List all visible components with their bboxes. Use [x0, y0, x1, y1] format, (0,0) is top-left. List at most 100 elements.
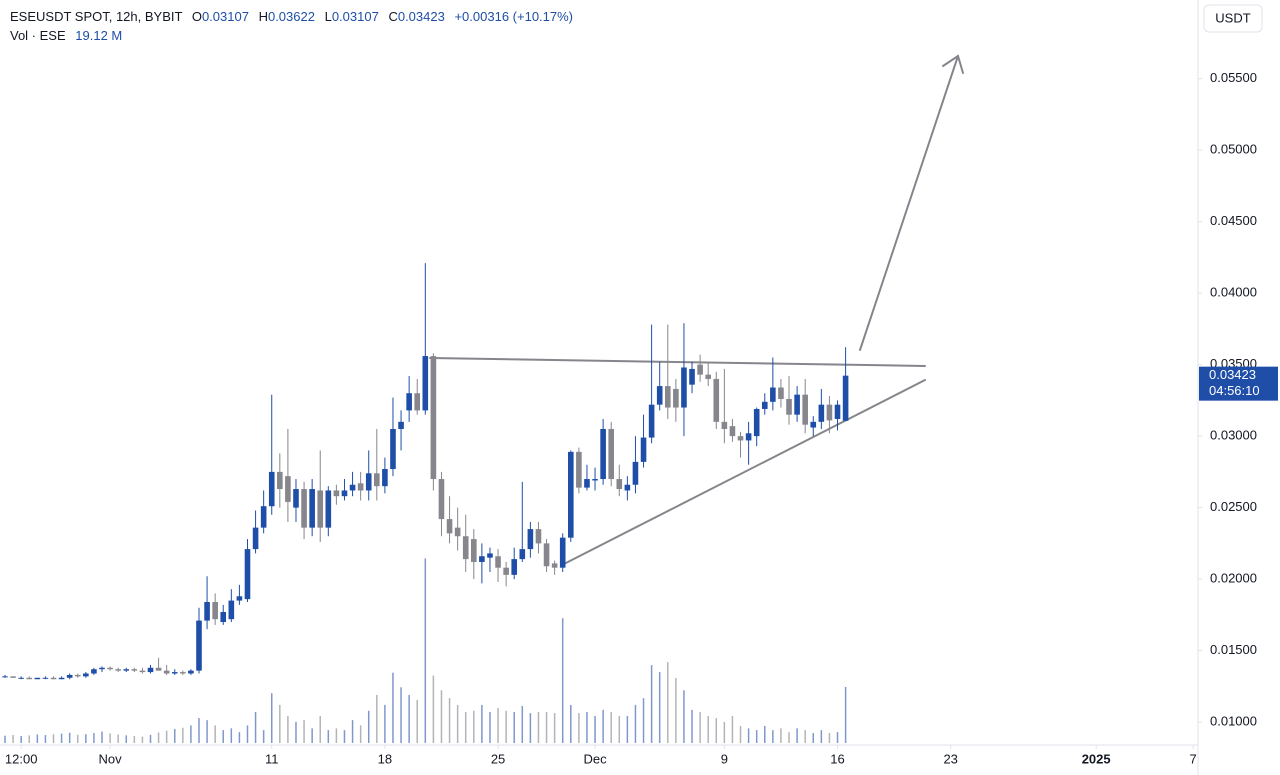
candle-body: [543, 543, 550, 567]
candle-body: [826, 404, 833, 421]
volume-bar: [602, 709, 604, 743]
volume-bar: [287, 716, 289, 743]
volume-bar: [351, 720, 354, 743]
volume-bar: [707, 716, 709, 743]
x-tick-label: Dec: [583, 751, 607, 766]
volume-bar: [828, 733, 831, 743]
volume-bar: [384, 704, 386, 743]
candle-body: [180, 672, 186, 674]
candle-body: [123, 669, 130, 671]
volume-bar: [553, 713, 556, 743]
candle-body: [374, 473, 380, 487]
candle-body: [18, 677, 24, 679]
candle-body: [365, 473, 372, 491]
candle-body: [10, 676, 16, 678]
volume-bar: [626, 716, 629, 743]
currency-label[interactable]: USDT: [1215, 10, 1250, 25]
candle-body: [640, 437, 647, 462]
volume-bar: [561, 618, 564, 743]
volume-bar: [149, 734, 152, 743]
candle-body: [745, 433, 752, 441]
candle-body: [519, 549, 526, 560]
volume-bar: [650, 665, 653, 743]
candle-body: [673, 388, 679, 408]
candle-body: [454, 527, 461, 537]
volume-bar: [497, 707, 499, 743]
candle-body: [446, 519, 453, 534]
candle-body: [252, 527, 259, 550]
volume-bar: [691, 709, 693, 743]
volume-bar: [60, 733, 63, 743]
volume-bar: [537, 711, 540, 743]
candle-body: [559, 537, 566, 568]
volume-bar: [230, 728, 233, 743]
candle-body: [228, 600, 235, 620]
volume-bar: [206, 720, 208, 743]
volume-bar: [715, 718, 718, 743]
ohlc-value: 0.03622: [267, 9, 315, 24]
volume-bar: [667, 662, 669, 743]
candle-body: [527, 529, 534, 550]
candle-body: [430, 356, 437, 480]
x-tick-label: 25: [491, 751, 505, 766]
candle-body: [357, 483, 364, 491]
candle-body: [66, 674, 73, 678]
volume-bar: [246, 725, 249, 743]
last-price-label: 0.03423: [1209, 367, 1256, 382]
volume-bar: [254, 711, 257, 743]
candle-body: [155, 667, 162, 671]
candle-body: [317, 490, 324, 528]
candle-body: [382, 469, 388, 487]
x-tick-label: 7: [1190, 751, 1197, 766]
candle-body: [26, 677, 33, 680]
ohlc-key: O: [191, 9, 202, 24]
volume-bar: [376, 694, 378, 743]
volume-bar: [20, 735, 22, 743]
y-tick-label: 0.04000: [1210, 285, 1257, 300]
y-tick-label: 0.04500: [1210, 213, 1257, 228]
support-line: [561, 379, 926, 566]
volume-bar: [489, 711, 491, 743]
candle-body: [260, 506, 267, 528]
change: +0.00316 (+10.17%): [454, 9, 574, 24]
candle-body: [277, 471, 283, 490]
candle-body: [842, 375, 849, 421]
volume-bar: [456, 704, 459, 743]
volume-bar: [747, 728, 750, 743]
y-tick-label: 0.05000: [1210, 142, 1257, 157]
candle-body: [503, 567, 509, 575]
volume-label: Vol · ESE: [10, 28, 66, 43]
candle-body: [438, 479, 445, 520]
candle-body: [511, 559, 518, 575]
volume-bar: [683, 690, 685, 743]
candle-body: [196, 620, 202, 671]
resistance-line: [429, 357, 926, 367]
volume-bar: [416, 699, 418, 743]
volume-bar: [505, 710, 507, 743]
candle-body: [212, 602, 218, 620]
volume-bar: [270, 693, 273, 743]
ohlc-value: 0.03423: [397, 9, 445, 24]
volume-bar: [658, 672, 661, 743]
volume-bar: [731, 716, 734, 743]
volume-bar: [796, 728, 798, 743]
volume-bar: [400, 687, 402, 743]
candle-body: [705, 374, 711, 379]
candle-body: [171, 672, 178, 674]
volume-bar: [117, 734, 119, 743]
volume-bar: [634, 704, 637, 743]
candle-body: [818, 404, 825, 422]
candle-body: [422, 356, 429, 411]
volume-bar: [545, 711, 548, 743]
volume-bar: [125, 735, 127, 743]
candle-body: [834, 404, 841, 419]
volume-bar: [28, 735, 31, 743]
volume-bar: [190, 725, 192, 743]
candle-body: [616, 479, 623, 490]
currency-button[interactable]: [1203, 4, 1263, 33]
volume-bar: [812, 733, 815, 743]
x-tick-label: 16: [830, 751, 844, 766]
countdown-label: 04:56:10: [1209, 383, 1260, 398]
volume-bar: [755, 730, 758, 743]
